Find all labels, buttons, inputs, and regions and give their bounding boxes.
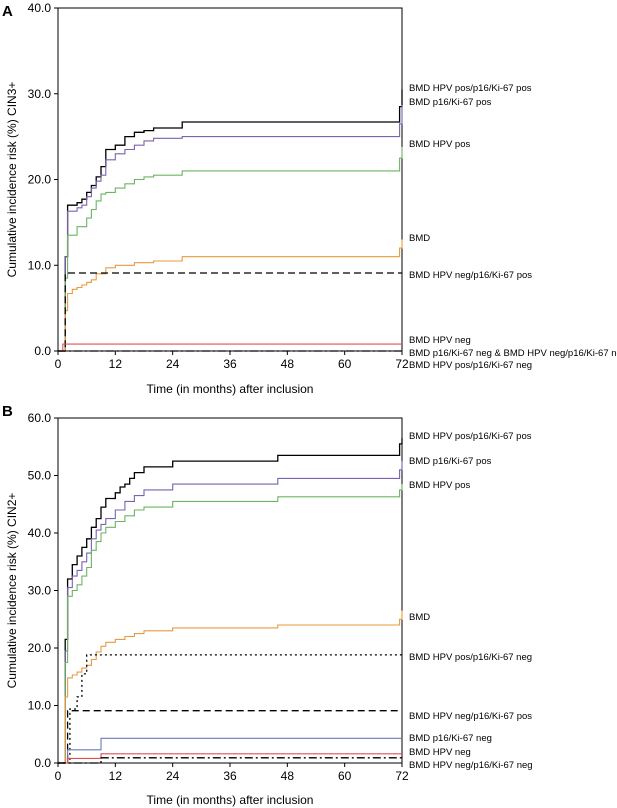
y-tick-label: 60.0 [28, 411, 52, 425]
x-tick-label: 0 [55, 357, 62, 371]
y-tick-label: 0.0 [34, 756, 51, 770]
series-line-3 [58, 146, 403, 352]
y-tick-label: 40.0 [28, 1, 52, 15]
y-tick-label: 20.0 [28, 173, 52, 187]
x-tick-label: 24 [166, 769, 180, 783]
legend-label: BMD p16/Ki-67 pos [409, 97, 492, 108]
legend-label: BMD [409, 612, 430, 623]
y-tick-label: 10.0 [28, 258, 52, 272]
legend-label: BMD HPV neg [409, 747, 471, 758]
legend-label: BMD HPV pos/p16/Ki-67 pos [409, 431, 532, 442]
y-tick-label: 30.0 [28, 87, 52, 101]
y-tick-label: 30.0 [28, 584, 52, 598]
legend-label: BMD p16/Ki-67 neg & BMD HPV neg/p16/Ki-6… [409, 348, 617, 359]
y-axis-title: Cumulative incidence risk (%) CIN3+ [5, 82, 19, 278]
legend-label: BMD HPV neg/p16/Ki-67 neg [409, 760, 533, 771]
x-tick-label: 12 [109, 769, 123, 783]
series-line-4 [58, 239, 403, 352]
panel-letter-a: A [2, 3, 13, 20]
series-line-2 [58, 461, 403, 764]
x-tick-label: 12 [109, 357, 123, 371]
x-tick-label: 36 [223, 357, 237, 371]
x-tick-label: 0 [55, 769, 62, 783]
x-tick-label: 48 [281, 769, 295, 783]
legend-label: BMD HPV pos [409, 480, 470, 491]
x-axis-title: Time (in months) after inclusion [147, 382, 314, 396]
x-tick-label: 48 [281, 357, 295, 371]
series-line-1 [58, 89, 403, 352]
y-tick-label: 50.0 [28, 469, 52, 483]
legend-label: BMD HPV neg [409, 335, 471, 346]
x-tick-label: 72 [395, 769, 409, 783]
x-tick-label: 60 [338, 769, 352, 783]
legend-label: BMD HPV pos/p16/Ki-67 pos [409, 83, 532, 94]
series-line-1 [58, 438, 403, 764]
x-tick-label: 60 [338, 357, 352, 371]
legend-label: BMD p16/Ki-67 pos [409, 456, 492, 467]
x-tick-label: 72 [395, 357, 409, 371]
legend-label: BMD [409, 233, 430, 244]
legend-label: BMD HPV neg/p16/Ki-67 pos [409, 270, 532, 281]
series-line-3 [58, 484, 403, 764]
panel-b-chart: B 0.0 10.0 20.0 30.0 40.0 50.0 60.0 0 12 24 36 48 60 7… [2, 403, 533, 807]
x-tick-label: 36 [223, 769, 237, 783]
legend-label: BMD HPV pos/p16/Ki-67 neg [409, 360, 532, 371]
panel-letter-b: B [2, 403, 13, 420]
legend-label: BMD p16/Ki-67 neg [409, 733, 492, 744]
legend-label: BMD HPV pos/p16/Ki-67 neg [409, 652, 532, 663]
series-line-2 [58, 104, 403, 352]
panel-a-chart: A 0.0 10.0 20.0 30.0 40.0 0 12 24 36 48 60 72 Time (i… [2, 1, 617, 396]
legend-label: BMD HPV pos [409, 139, 470, 150]
y-tick-label: 40.0 [28, 526, 52, 540]
series-line-4 [58, 610, 403, 764]
series-line-9 [58, 757, 402, 764]
x-axis-title: Time (in months) after inclusion [147, 793, 314, 807]
y-tick-label: 20.0 [28, 641, 52, 655]
x-tick-label: 24 [166, 357, 180, 371]
y-tick-label: 10.0 [28, 699, 52, 713]
y-tick-label: 0.0 [34, 344, 51, 358]
y-axis-title: Cumulative incidence risk (%) CIN2+ [5, 493, 19, 689]
legend-label: BMD HPV neg/p16/Ki-67 pos [409, 711, 532, 722]
